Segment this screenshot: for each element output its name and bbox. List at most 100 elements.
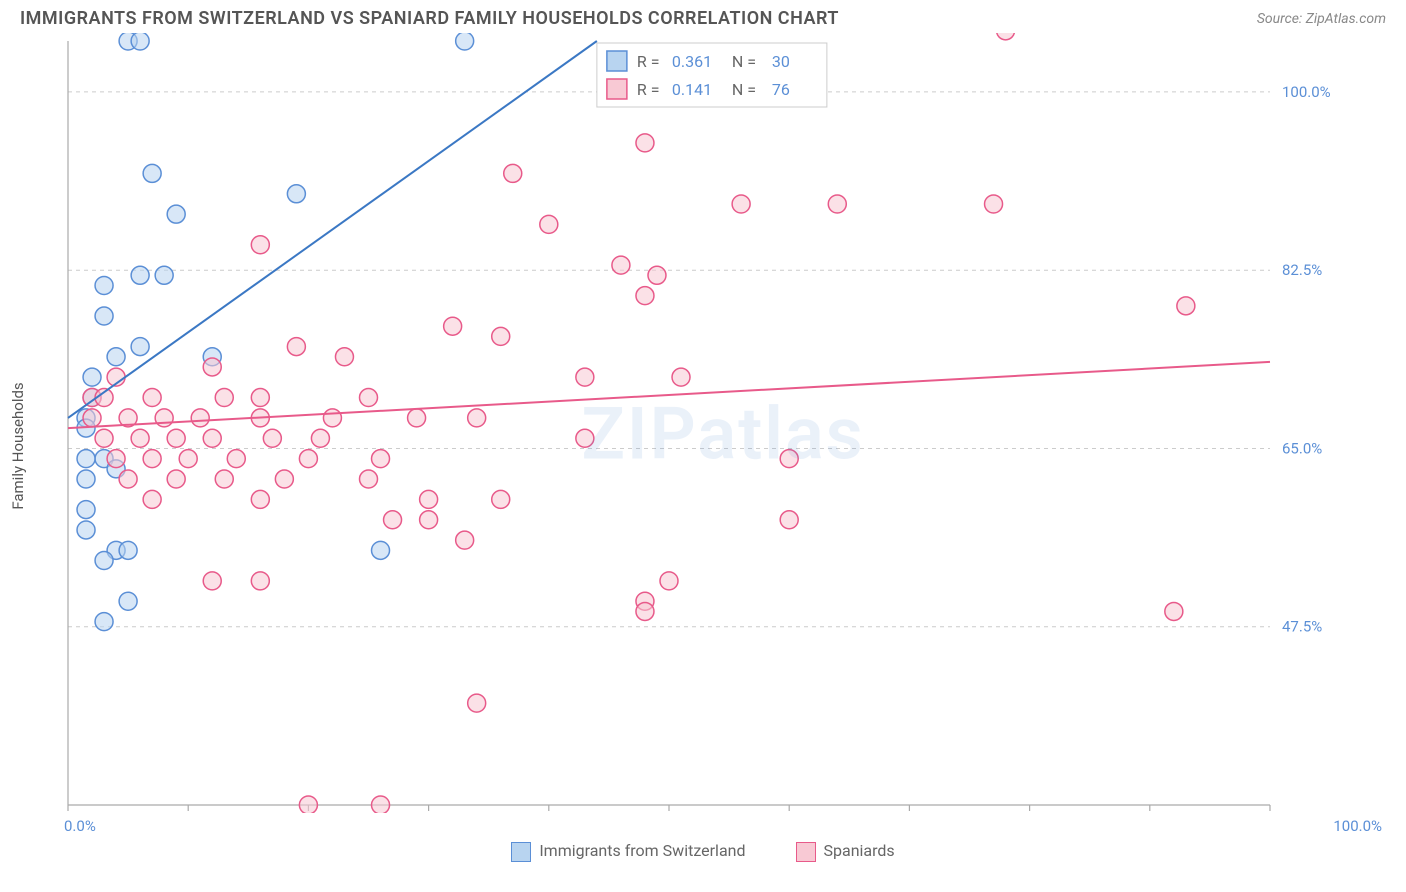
data-point: [648, 266, 666, 284]
data-point: [468, 694, 486, 712]
data-point: [77, 501, 95, 519]
legend-swatch: [607, 51, 627, 71]
data-point: [167, 429, 185, 447]
legend-r-value: 0.141: [672, 80, 712, 99]
data-point: [251, 236, 269, 254]
legend-n-value: 30: [772, 52, 790, 71]
title-bar: IMMIGRANTS FROM SWITZERLAND VS SPANIARD …: [0, 0, 1406, 33]
data-point: [203, 358, 221, 376]
data-point: [179, 450, 197, 468]
data-point: [155, 409, 173, 427]
data-point: [203, 572, 221, 590]
data-point: [131, 338, 149, 356]
data-point: [155, 266, 173, 284]
legend-n-label: N =: [732, 52, 756, 71]
legend-r-label: R =: [637, 80, 660, 99]
data-point: [372, 541, 390, 559]
data-point: [95, 307, 113, 325]
y-tick-label: 82.5%: [1282, 261, 1322, 279]
legend-item: Immigrants from Switzerland: [511, 841, 745, 862]
y-tick-label: 47.5%: [1282, 618, 1322, 636]
chart-title: IMMIGRANTS FROM SWITZERLAND VS SPANIARD …: [20, 8, 839, 29]
data-point: [780, 511, 798, 529]
data-point: [335, 348, 353, 366]
data-point: [492, 490, 510, 508]
legend-swatch: [796, 842, 816, 862]
data-point: [1165, 602, 1183, 620]
trend-line: [68, 362, 1270, 428]
data-point: [77, 521, 95, 539]
data-point: [119, 470, 137, 488]
legend-n-value: 76: [772, 80, 790, 99]
x-tick-max: 100.0%: [1333, 817, 1382, 835]
data-point: [263, 429, 281, 447]
data-point: [107, 348, 125, 366]
data-point: [985, 195, 1003, 213]
data-point: [83, 368, 101, 386]
data-point: [420, 511, 438, 529]
data-point: [95, 613, 113, 631]
data-point: [275, 470, 293, 488]
y-axis-label: Family Households: [9, 382, 27, 509]
legend-n-label: N =: [732, 80, 756, 99]
data-point: [167, 470, 185, 488]
legend-swatch: [511, 842, 531, 862]
data-point: [77, 450, 95, 468]
trend-line: [68, 41, 597, 418]
data-point: [203, 429, 221, 447]
data-point: [167, 205, 185, 223]
data-point: [119, 541, 137, 559]
x-tick-row: 0.0% 100.0%: [60, 813, 1386, 835]
x-tick-min: 0.0%: [64, 817, 96, 835]
data-point: [672, 368, 690, 386]
y-tick-label: 65.0%: [1282, 439, 1322, 457]
data-point: [456, 33, 474, 50]
data-point: [215, 470, 233, 488]
data-point: [372, 450, 390, 468]
legend-r-value: 0.361: [672, 52, 712, 71]
legend-label: Spaniards: [824, 841, 895, 860]
data-point: [95, 552, 113, 570]
data-point: [372, 796, 390, 813]
data-point: [540, 215, 558, 233]
data-point: [83, 409, 101, 427]
data-point: [131, 33, 149, 50]
data-point: [360, 470, 378, 488]
data-point: [143, 490, 161, 508]
legend-item: Spaniards: [796, 841, 895, 862]
data-point: [143, 450, 161, 468]
legend-swatch: [607, 79, 627, 99]
data-point: [299, 450, 317, 468]
data-point: [420, 490, 438, 508]
data-point: [251, 490, 269, 508]
data-point: [468, 409, 486, 427]
data-point: [576, 368, 594, 386]
data-point: [997, 33, 1015, 40]
data-point: [143, 389, 161, 407]
source-attribution: Source: ZipAtlas.com: [1257, 11, 1386, 27]
data-point: [119, 592, 137, 610]
data-point: [251, 389, 269, 407]
data-point: [456, 531, 474, 549]
data-point: [636, 287, 654, 305]
data-point: [287, 185, 305, 203]
data-point: [227, 450, 245, 468]
data-point: [131, 266, 149, 284]
chart-area: ZIPatlas 47.5%65.0%82.5%100.0%R =0.361N …: [60, 33, 1386, 835]
data-point: [191, 409, 209, 427]
data-point: [492, 327, 510, 345]
scatter-plot: 47.5%65.0%82.5%100.0%R =0.361N =30R =0.1…: [60, 33, 1360, 813]
data-point: [299, 796, 317, 813]
data-point: [444, 317, 462, 335]
data-point: [143, 164, 161, 182]
data-point: [384, 511, 402, 529]
y-tick-label: 100.0%: [1282, 83, 1331, 101]
data-point: [287, 338, 305, 356]
data-point: [77, 470, 95, 488]
data-point: [732, 195, 750, 213]
data-point: [95, 276, 113, 294]
data-point: [504, 164, 522, 182]
data-point: [251, 572, 269, 590]
data-point: [311, 429, 329, 447]
data-point: [636, 134, 654, 152]
